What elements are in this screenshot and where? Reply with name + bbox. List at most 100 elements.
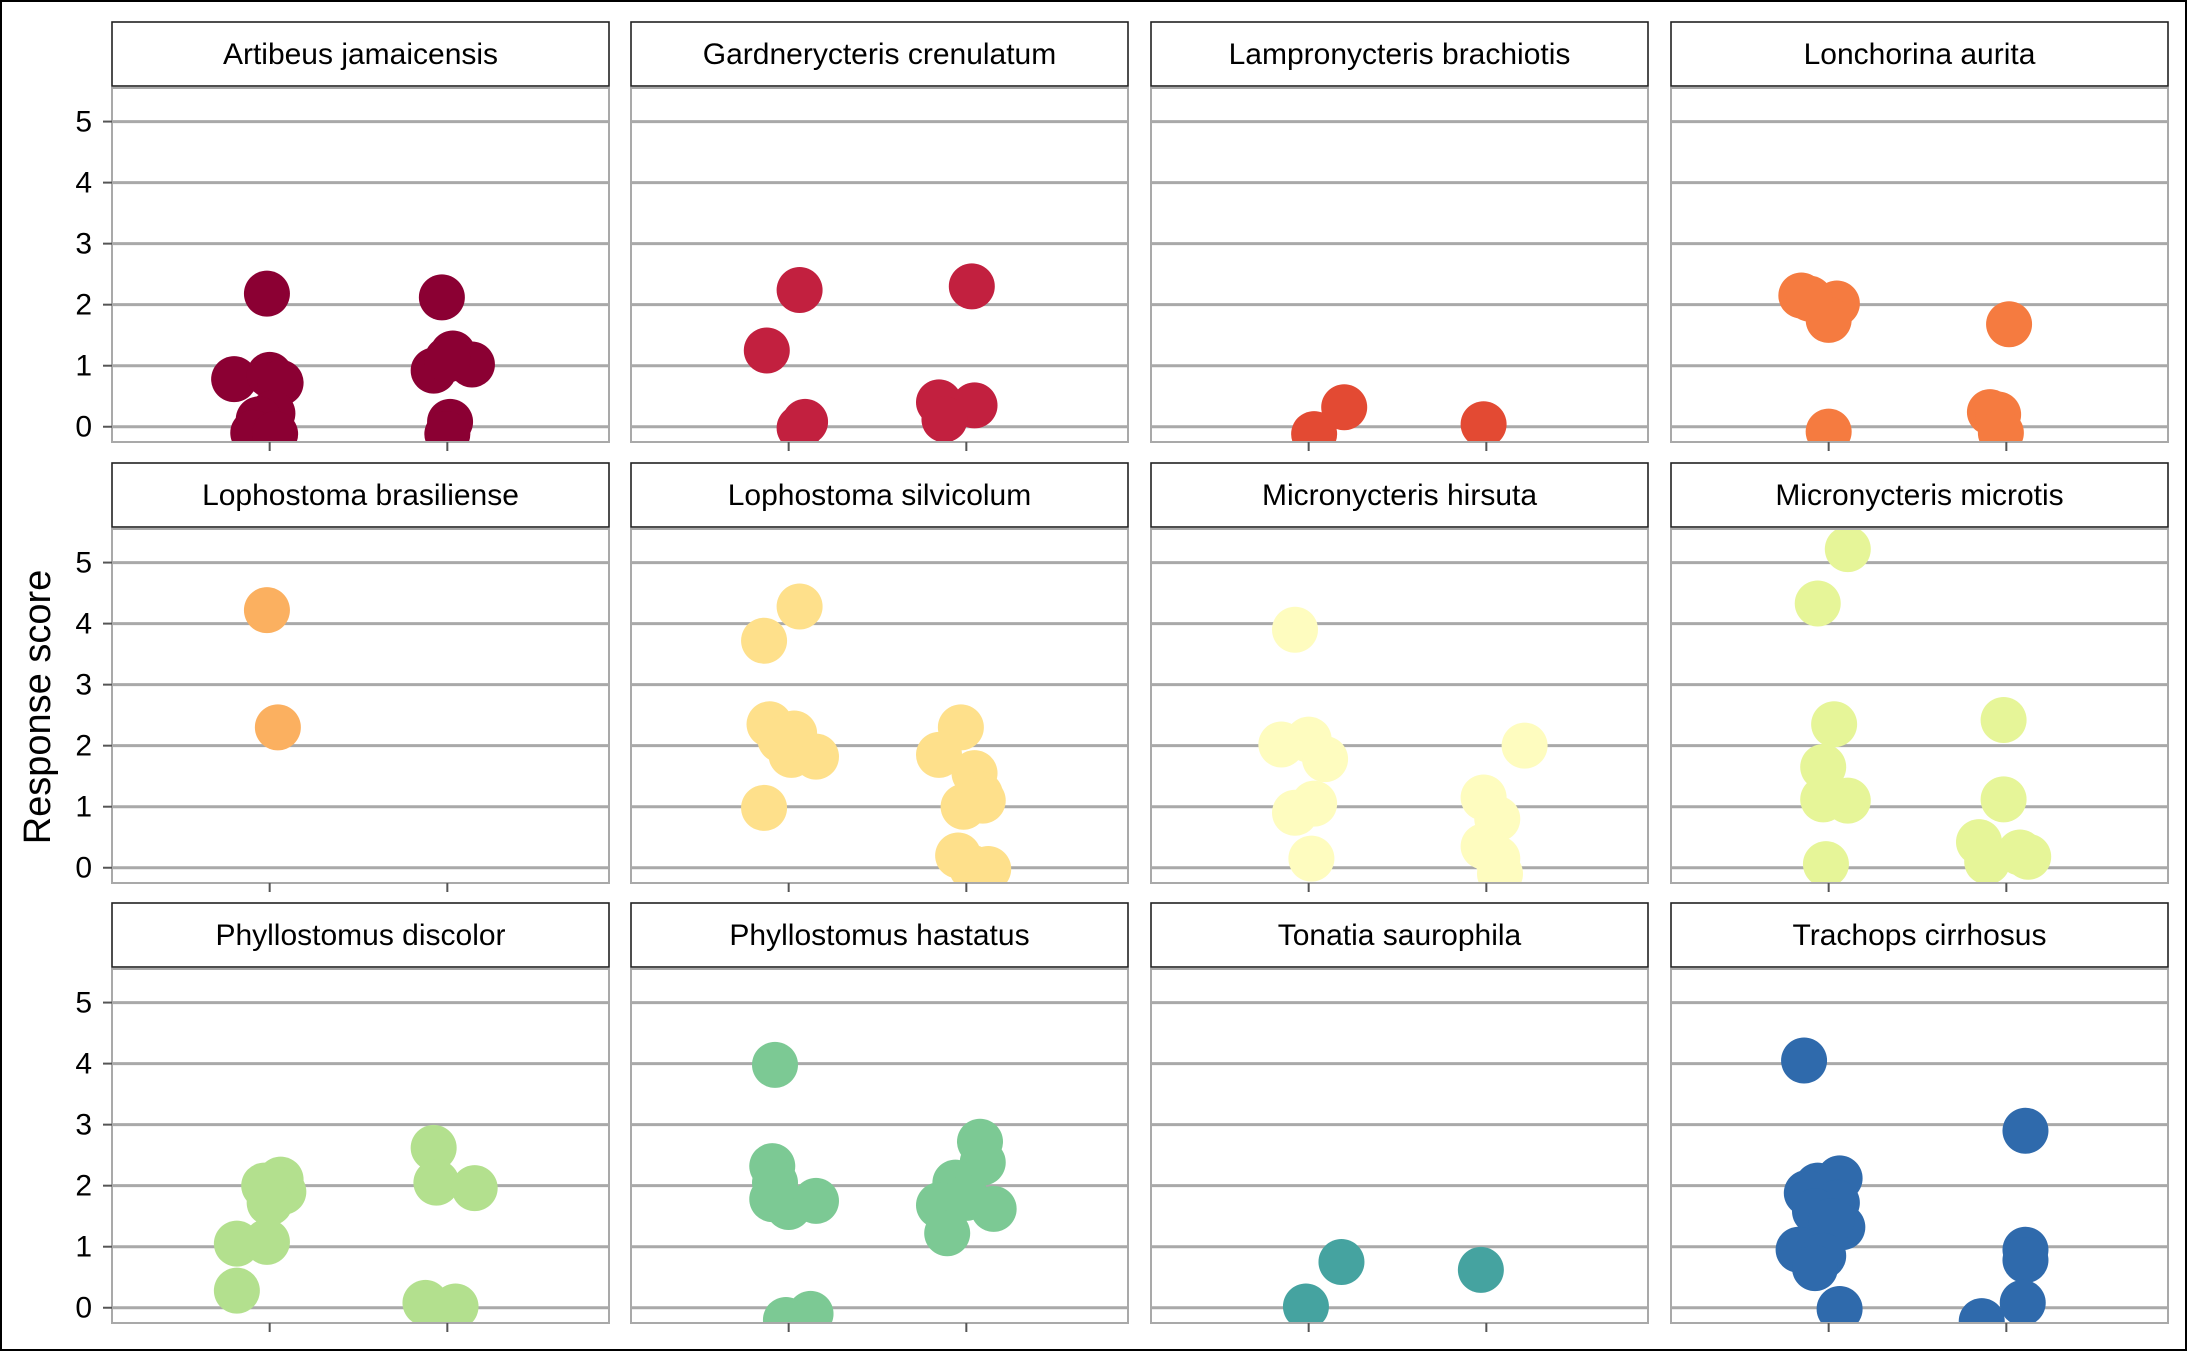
y-tick-label: 5	[75, 106, 92, 139]
data-point	[776, 267, 823, 314]
data-point	[959, 777, 1006, 824]
facet-title: Artibeus jamaicensis	[223, 38, 498, 71]
data-point	[1282, 1283, 1329, 1323]
data-point	[1980, 697, 2027, 744]
data-point	[1791, 1245, 1838, 1292]
facet-strip	[111, 902, 610, 968]
data-point	[1477, 850, 1523, 883]
data-point	[1501, 722, 1548, 769]
data-point	[424, 411, 471, 442]
points	[1282, 1238, 1504, 1323]
data-point	[1999, 1279, 2046, 1323]
facet-title: Lonchorina aurita	[1804, 38, 2036, 71]
data-point	[1794, 580, 1841, 627]
data-point	[427, 1287, 474, 1323]
data-point	[246, 1179, 293, 1226]
data-point	[1977, 409, 2024, 442]
y-axis-label: Response score	[17, 570, 59, 845]
data-point	[1288, 835, 1335, 882]
panel-border	[1150, 968, 1649, 1324]
data-point	[751, 1041, 798, 1088]
facet-title: Lampronycteris brachiotis	[1229, 38, 1571, 71]
y-tick-label: 3	[75, 228, 92, 261]
y-tick-label: 2	[75, 289, 92, 322]
facet-panel: Phyllostomus hastatus	[630, 902, 1129, 1332]
points	[211, 270, 495, 442]
data-point	[1786, 275, 1833, 322]
facet-panel: Tonatia saurophila	[1150, 902, 1649, 1332]
facet-title: Gardnerycteris crenulatum	[703, 38, 1056, 71]
facet-strip	[630, 462, 1129, 528]
y-tick-label: 5	[75, 547, 92, 580]
y-tick-label: 0	[75, 1292, 92, 1325]
panel-border	[630, 968, 1129, 1324]
data-point	[1824, 777, 1871, 824]
data-point	[213, 1267, 260, 1314]
facet-strip	[1670, 21, 2169, 87]
facet-strip	[1150, 902, 1649, 968]
data-point	[1958, 1298, 2005, 1323]
facet-strip	[1150, 21, 1649, 87]
y-tick-label: 0	[75, 852, 92, 885]
points	[741, 583, 1012, 883]
facet-strip	[1670, 902, 2169, 968]
facet-title: Micronycteris microtis	[1775, 479, 2063, 512]
data-point	[2005, 833, 2052, 880]
data-point	[2002, 1237, 2049, 1284]
facet-panel: Lophostoma brasiliense 0 1 2 3 4 5	[75, 462, 610, 892]
panel-border	[630, 528, 1129, 884]
data-point	[1291, 411, 1338, 442]
facet-title: Tonatia saurophila	[1278, 919, 1522, 952]
facet-title: Phyllostomus hastatus	[729, 919, 1029, 952]
y-tick-label: 2	[75, 730, 92, 763]
y-tick-label: 3	[75, 1109, 92, 1142]
facet-panel: Lampronycteris brachiotis	[1150, 21, 1649, 451]
facet-panel: Gardnerycteris crenulatum	[630, 21, 1129, 451]
data-point	[1781, 1037, 1828, 1084]
data-point	[252, 411, 299, 442]
data-point	[741, 784, 788, 831]
data-point	[410, 1124, 457, 1171]
data-point	[1457, 1246, 1504, 1293]
panel-border	[1670, 528, 2169, 884]
points	[213, 1124, 498, 1323]
data-point	[1808, 1198, 1855, 1245]
data-point	[1964, 838, 2011, 883]
points	[1291, 384, 1507, 442]
data-point	[1800, 744, 1847, 791]
data-point	[451, 1165, 498, 1212]
points	[743, 263, 998, 442]
data-point	[743, 327, 790, 374]
data-point	[793, 1177, 840, 1224]
facet-panel: Trachops cirrhosus	[1670, 902, 2169, 1332]
panels: Artibeus jamaicensis 0 1 2 3 4 5 Gardnerycteris…	[75, 21, 2169, 1332]
facet-panel: Lophostoma silvicolum	[630, 462, 1129, 892]
facet-strip	[1670, 462, 2169, 528]
data-point	[418, 274, 465, 321]
y-tick-label: 4	[75, 608, 92, 641]
data-point	[254, 704, 301, 751]
y-tick-label: 3	[75, 669, 92, 702]
facet-title: Lophostoma brasiliense	[202, 479, 519, 512]
data-point	[948, 263, 995, 310]
data-point	[1986, 301, 2033, 348]
panel-border	[1150, 87, 1649, 443]
facet-strip	[111, 21, 610, 87]
data-point	[1811, 701, 1858, 748]
panel-border	[111, 968, 610, 1324]
facet-panel: Micronycteris hirsuta	[1150, 462, 1649, 892]
data-point	[243, 587, 290, 634]
y-tick-label: 1	[75, 1231, 92, 1264]
data-point	[1824, 529, 1871, 573]
facet-title: Micronycteris hirsuta	[1262, 479, 1537, 512]
data-point	[776, 404, 823, 442]
data-point	[243, 1218, 290, 1265]
panel-border	[111, 528, 610, 884]
data-point	[970, 1185, 1017, 1232]
data-point	[915, 731, 962, 778]
data-point	[1802, 841, 1849, 883]
facet-strip	[111, 462, 610, 528]
facet-title: Lophostoma silvicolum	[728, 479, 1031, 512]
panel-border	[1670, 968, 2169, 1324]
